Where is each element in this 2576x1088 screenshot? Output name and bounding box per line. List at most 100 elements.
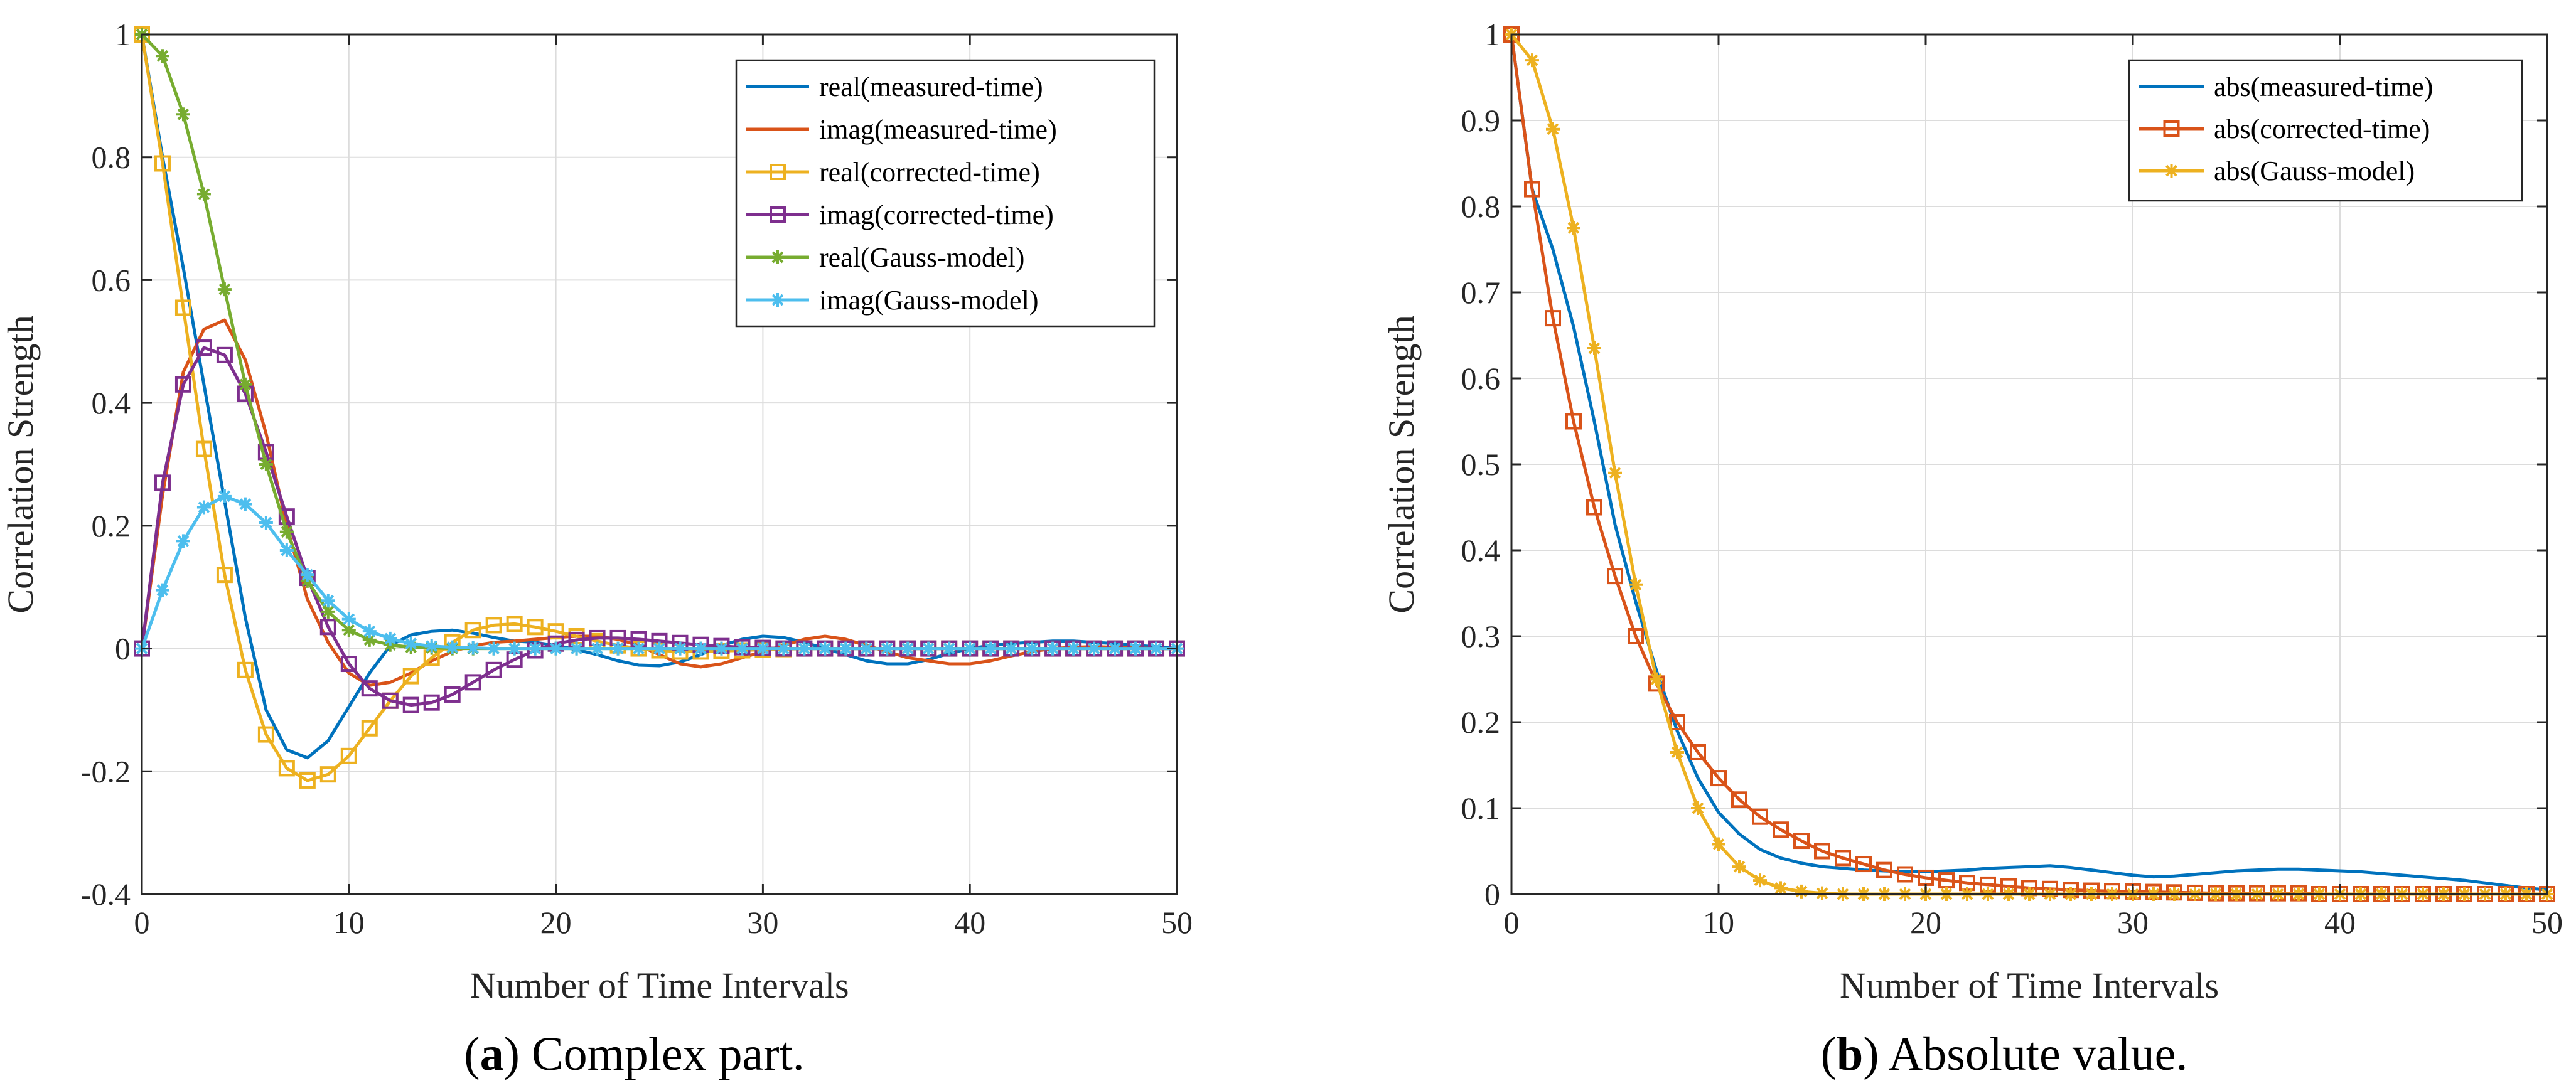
data-point: [340, 656, 357, 673]
data-point: [1710, 770, 1727, 787]
caption-open: (: [1821, 1028, 1837, 1080]
data-point: [1087, 641, 1102, 656]
caption-letter: a: [480, 1028, 504, 1080]
data-point: [1793, 833, 1810, 850]
figure-caption: (a) Complex part.: [464, 1028, 804, 1080]
legend-label: real(measured-time): [819, 72, 1043, 102]
data-point: [1712, 837, 1725, 851]
legend-label: imag(Gauss-model): [819, 285, 1038, 316]
data-point: [362, 632, 377, 647]
data-point: [176, 107, 190, 122]
chart-panel-a: 0 10 20 30 40 50 -0.4 -0.2 0 0.2 0.4 0.6 0.8 1 Number …: [0, 17, 1193, 1080]
data-point: [361, 720, 378, 737]
data-point: [1795, 884, 1808, 899]
legend-marker: [771, 293, 785, 307]
data-point: [257, 726, 274, 743]
data-point: [238, 377, 252, 392]
x-tick-label: 0: [134, 905, 150, 940]
data-point: [1628, 628, 1644, 644]
data-point: [1732, 860, 1746, 874]
legend-box: [735, 59, 1156, 328]
data-point: [673, 641, 687, 656]
y-axis-title: Correlation Strength: [1381, 315, 1422, 613]
y-tick-label: -0.4: [81, 877, 131, 912]
axes-box: [141, 33, 1178, 895]
y-tick-label: 0.6: [92, 262, 131, 297]
data-point: [901, 641, 915, 656]
data-point: [195, 339, 212, 356]
data-point: [880, 641, 894, 656]
x-tick-label: 40: [2324, 905, 2356, 940]
y-tick-label: 0.6: [1461, 361, 1501, 396]
data-point: [259, 457, 273, 471]
legend-label: real(corrected-time): [819, 157, 1040, 188]
data-point: [1587, 341, 1601, 356]
data-point: [1546, 122, 1560, 136]
legend-label: imag(corrected-time): [819, 200, 1054, 230]
y-tick-label: 0.4: [1461, 533, 1501, 568]
data-point: [631, 641, 646, 656]
legend-label: abs(corrected-time): [2214, 114, 2430, 144]
data-point: [1108, 641, 1122, 656]
data-point: [341, 623, 356, 637]
y-tick-label: 0.8: [92, 140, 131, 175]
x-tick-label: 30: [747, 905, 778, 940]
legend-marker: [770, 164, 786, 180]
data-point: [217, 282, 232, 297]
data-point: [237, 661, 254, 678]
data-point: [382, 692, 399, 709]
data-point: [1567, 221, 1580, 235]
data-point: [299, 772, 316, 789]
legend-label: imag(measured-time): [819, 114, 1057, 145]
data-point: [1025, 641, 1039, 656]
legend-marker: [2163, 120, 2180, 137]
caption-rest: ) Complex part.: [504, 1028, 805, 1080]
legend-label: abs(measured-time): [2214, 72, 2433, 102]
series-imag(Gauss-model): [135, 489, 1184, 656]
y-tick-label: 1: [1484, 17, 1500, 52]
data-point: [735, 641, 749, 656]
data-point: [1690, 744, 1706, 760]
data-point: [527, 619, 544, 636]
data-point: [1129, 641, 1143, 656]
data-point: [402, 668, 419, 685]
data-point: [155, 583, 169, 597]
data-point: [1731, 791, 1747, 808]
data-point: [1670, 745, 1684, 759]
data-point: [1524, 181, 1540, 198]
x-tick-label: 20: [1910, 905, 1941, 940]
data-point: [611, 641, 625, 656]
data-point: [859, 641, 874, 656]
x-tick-label: 10: [333, 905, 365, 940]
data-point: [1691, 801, 1705, 815]
y-tick-label: 0.2: [1461, 705, 1501, 740]
legend-label: real(Gauss-model): [819, 242, 1024, 273]
data-point: [321, 604, 335, 619]
x-tick-label: 40: [954, 905, 985, 940]
data-point: [1835, 850, 1851, 867]
data-point: [174, 299, 191, 316]
data-point: [485, 661, 502, 678]
data-point: [259, 515, 273, 530]
y-tick-label: 0.5: [1461, 447, 1501, 482]
data-point: [154, 474, 171, 491]
x-tick-label: 30: [2117, 905, 2149, 940]
data-point: [279, 543, 294, 557]
chart-panel-b: 0 10 20 30 40 50 0 0.1 0.2 0.3 0.4 0.5 0.6 0.7 0.8 0.9 1…: [1381, 17, 2563, 1080]
data-point: [963, 641, 977, 656]
data-point: [1066, 641, 1081, 656]
data-point: [279, 525, 294, 539]
y-tick-label: 0.7: [1461, 275, 1501, 310]
data-point: [383, 631, 397, 646]
data-point: [797, 641, 812, 656]
legend-marker: [770, 206, 786, 223]
data-point: [569, 641, 584, 656]
data-point: [839, 641, 853, 656]
y-tick-label: 0.2: [92, 508, 131, 543]
data-point: [485, 617, 502, 634]
data-point: [321, 594, 335, 608]
x-axis-title: Number of Time Intervals: [1840, 965, 2219, 1006]
legend: abs(measured-time) abs(corrected-time) abs…: [2128, 59, 2523, 202]
data-point: [1897, 866, 1913, 883]
